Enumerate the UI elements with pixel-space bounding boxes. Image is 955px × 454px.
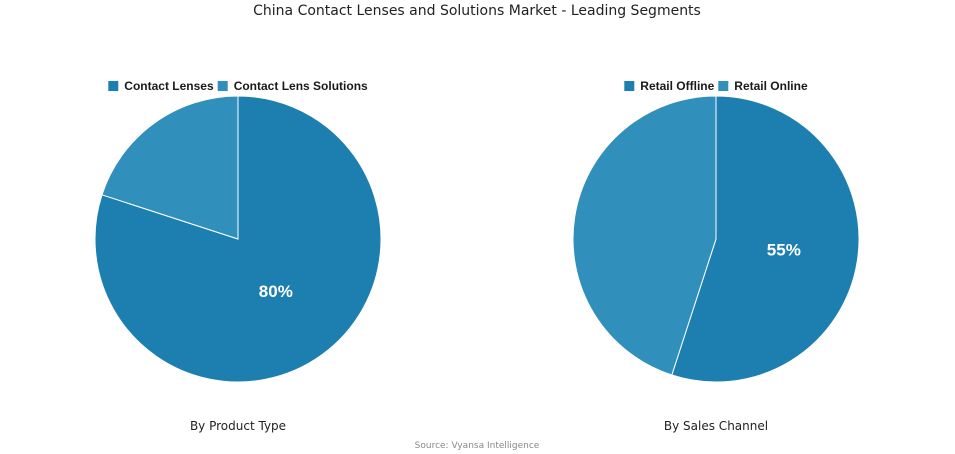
pie-slice-contact-lens-solutions — [101, 95, 239, 240]
data-labels-sales-channel: 55% — [767, 241, 801, 260]
legend-swatch-contact-lenses — [108, 81, 119, 91]
data-labels-product-type: 80% — [259, 282, 293, 301]
legend-sales-channel: Retail Offline Retail Online — [624, 79, 808, 93]
legend-label-contact-lens-solutions: Contact Lens Solutions — [234, 79, 368, 93]
pie-chart-sales-channel: Retail Offline Retail Online 55% By Sales… — [572, 79, 860, 433]
slices-sales-channel — [572, 95, 860, 383]
pie-slice-retail-online — [572, 95, 717, 376]
data-label-retail-offline: 55% — [767, 241, 801, 260]
xlabel-sales-channel: By Sales Channel — [664, 419, 768, 433]
slices-product-type — [94, 95, 382, 383]
data-label-contact-lenses: 80% — [259, 282, 293, 301]
legend-label-retail-online: Retail Online — [734, 79, 808, 93]
legend-swatch-retail-offline — [624, 81, 635, 91]
chart-title: China Contact Lenses and Solutions Marke… — [253, 3, 701, 19]
xlabel-product-type: By Product Type — [190, 419, 286, 433]
pie-chart-product-type: Contact Lenses Contact Lens Solutions 80%… — [94, 79, 382, 433]
legend-product-type: Contact Lenses Contact Lens Solutions — [108, 79, 368, 93]
legend-label-retail-offline: Retail Offline — [640, 79, 714, 93]
legend-label-contact-lenses: Contact Lenses — [124, 79, 214, 93]
source-note: Source: Vyansa Intelligence — [415, 441, 540, 451]
legend-swatch-contact-lens-solutions — [217, 81, 228, 91]
pie-slice-retail-offline — [671, 95, 860, 383]
legend-swatch-retail-online — [718, 81, 729, 91]
